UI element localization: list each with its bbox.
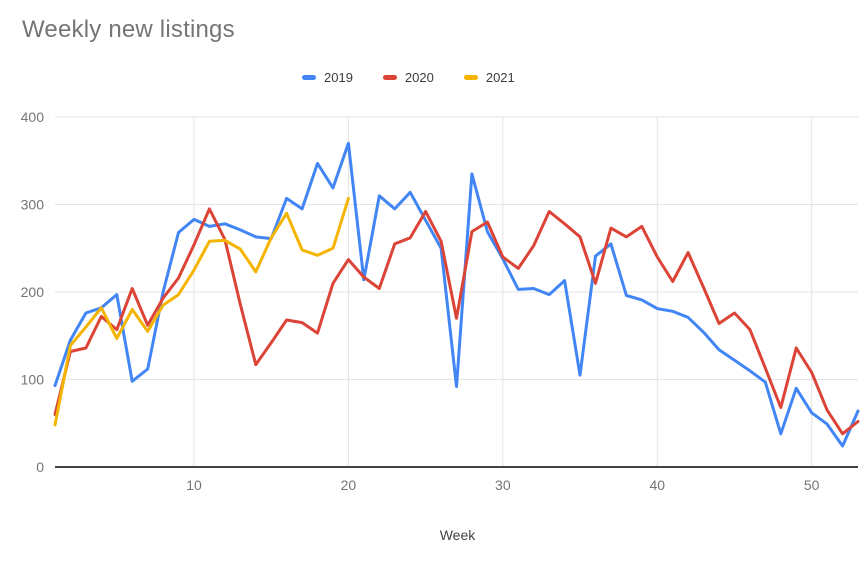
- legend-swatch-2021: [463, 75, 478, 80]
- y-tick-label-0: 0: [36, 459, 44, 475]
- y-tick-label-300: 300: [21, 197, 45, 213]
- legend-item-2019: 2019: [302, 70, 353, 85]
- legend-swatch-2020: [382, 75, 397, 80]
- legend-item-2020: 2020: [382, 70, 434, 85]
- x-axis-title: Week: [439, 527, 476, 543]
- legend-label-2021: 2021: [485, 70, 515, 85]
- legend-item-2021: 2021: [463, 70, 515, 85]
- x-tick-label-30: 30: [495, 477, 511, 493]
- series-line-2021: [53, 196, 350, 427]
- y-tick-label-200: 200: [21, 284, 45, 300]
- series-line-2020: [53, 207, 860, 436]
- legend-swatch-2019: [302, 75, 316, 80]
- legend-label-2020: 2020: [404, 70, 434, 85]
- x-tick-label-40: 40: [649, 477, 665, 493]
- chart-legend: 2019 2020 2021: [302, 70, 515, 85]
- y-tick-label-400: 400: [21, 109, 45, 125]
- chart-title: Weekly new listings: [22, 16, 235, 43]
- x-tick-label-50: 50: [804, 477, 820, 493]
- series-line-2019: [53, 141, 860, 448]
- x-tick-label-20: 20: [341, 477, 357, 493]
- x-tick-label-10: 10: [186, 477, 202, 493]
- legend-label-2019: 2019: [324, 70, 353, 85]
- y-tick-label-100: 100: [21, 372, 45, 388]
